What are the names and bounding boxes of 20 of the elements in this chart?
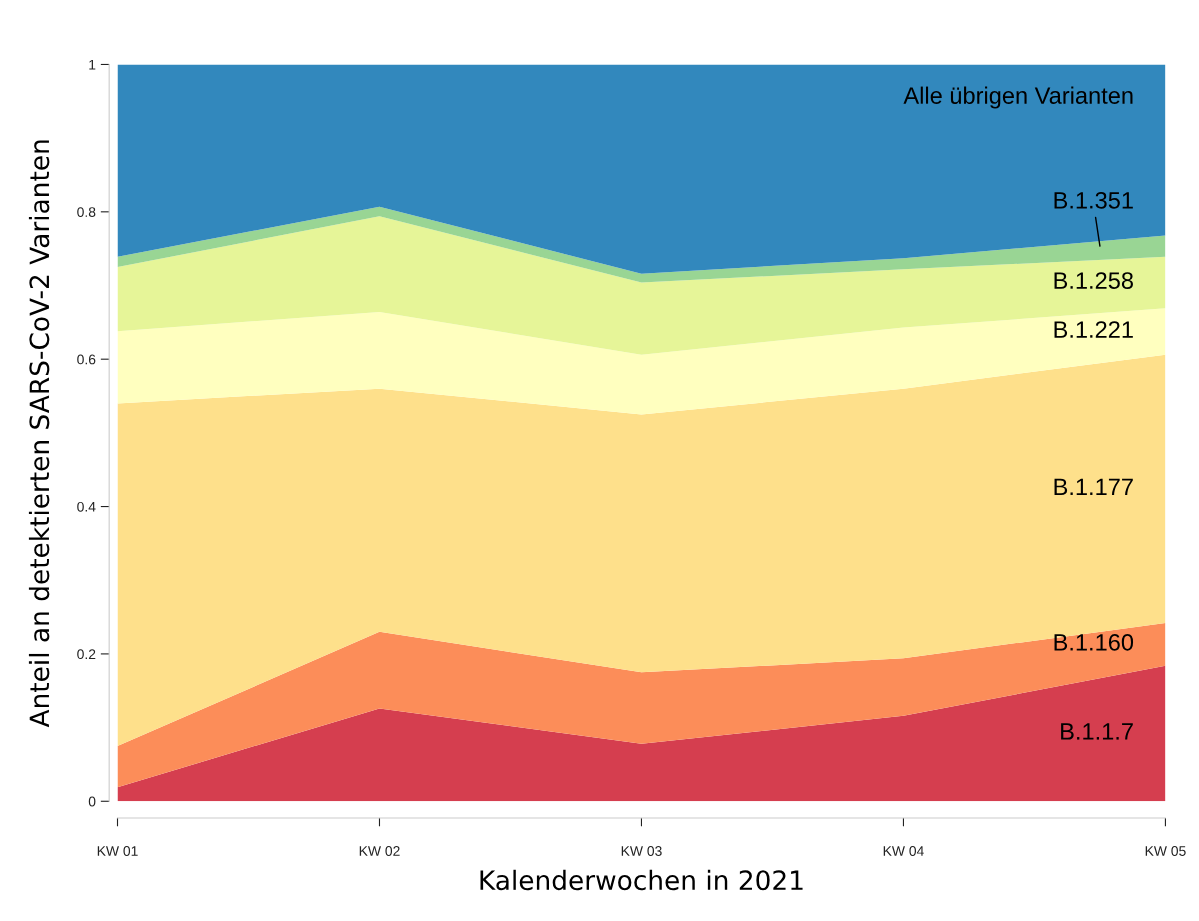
x-tick-label: KW 01 — [97, 846, 138, 856]
y-tick-label: 0.2 — [77, 649, 96, 660]
x-tick-label: KW 05 — [1145, 846, 1186, 856]
y-tick-label: 0.6 — [77, 354, 96, 365]
series-label: B.1.177 — [1054, 478, 1133, 495]
series-label: B.1.221 — [1054, 321, 1133, 338]
y-tick-label: 1 — [89, 59, 96, 70]
y-tick-label: 0 — [88, 796, 96, 807]
y-tick-label: 0.4 — [77, 501, 96, 512]
series-label: B.1.351 — [1054, 191, 1133, 209]
y-tick-label: 0.8 — [77, 207, 96, 217]
x-tick-label: KW 03 — [621, 846, 662, 856]
series-label: B.1.1.7 — [1061, 723, 1133, 740]
x-tick-label: KW 02 — [359, 846, 400, 856]
series-label: B.1.160 — [1054, 633, 1134, 651]
series-label: B.1.258 — [1054, 272, 1133, 289]
x-axis-title: Kalenderwochen in 2021 — [480, 869, 803, 891]
x-tick-label: KW 04 — [883, 846, 924, 856]
series-label: Alle übrigen Varianten — [903, 86, 1133, 109]
y-axis-title: Anteil an detektierten SARS-CoV-2 Varianten — [28, 140, 50, 728]
